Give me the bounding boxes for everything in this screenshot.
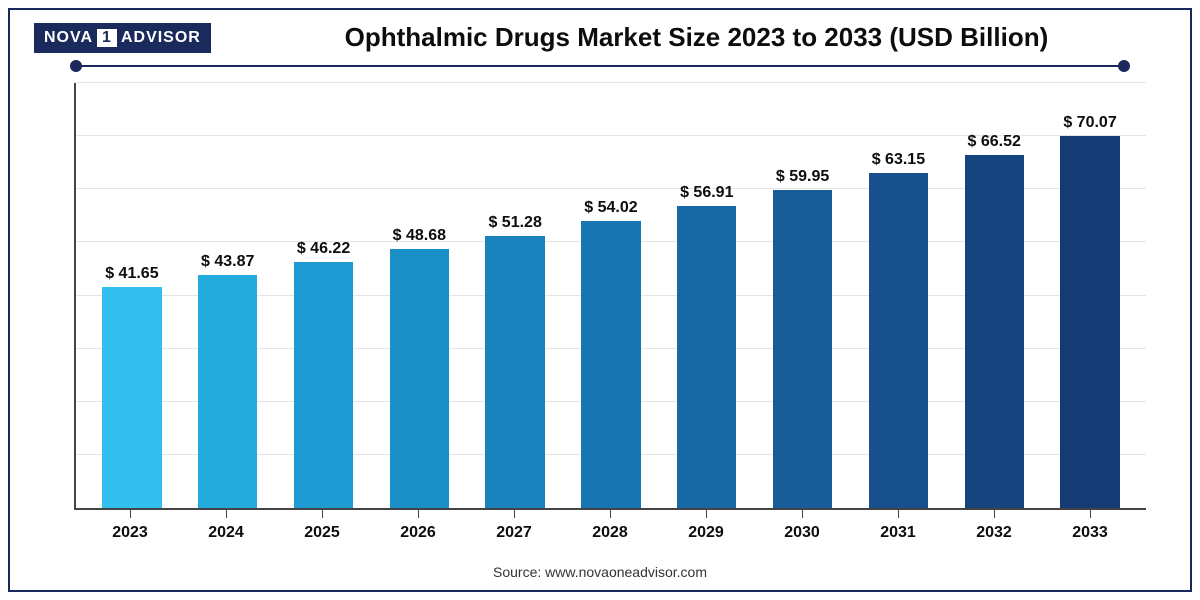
x-tick-mark [418, 510, 419, 518]
x-tick-label: 2032 [976, 524, 1012, 542]
plot-region: $ 41.65 $ 43.87 $ 46.22 $ 48.68 $ 51.28 $ 54.… [74, 83, 1146, 510]
bar-slot: $ 46.22 [276, 83, 372, 508]
x-tick: 2033 [1042, 510, 1138, 560]
x-tick-mark [514, 510, 515, 518]
bar-slot: $ 70.07 [1042, 83, 1138, 508]
bar [1060, 136, 1119, 508]
x-tick-label: 2027 [496, 524, 532, 542]
bar [198, 275, 257, 508]
x-tick: 2029 [658, 510, 754, 560]
x-tick-mark [226, 510, 227, 518]
x-tick-label: 2029 [688, 524, 724, 542]
bar [390, 249, 449, 508]
x-tick-mark [898, 510, 899, 518]
bar-value-label: $ 59.95 [776, 168, 829, 186]
x-tick-label: 2030 [784, 524, 820, 542]
x-tick-mark [610, 510, 611, 518]
source-line: Source: www.novaoneadvisor.com [34, 560, 1166, 582]
bar-value-label: $ 70.07 [1063, 114, 1116, 132]
x-tick-mark [706, 510, 707, 518]
bar [965, 155, 1024, 508]
bar-slot: $ 51.28 [467, 83, 563, 508]
title-divider [74, 59, 1126, 73]
x-tick-mark [130, 510, 131, 518]
x-tick: 2031 [850, 510, 946, 560]
divider-line [74, 65, 1126, 67]
x-tick-label: 2025 [304, 524, 340, 542]
x-tick: 2030 [754, 510, 850, 560]
x-tick: 2032 [946, 510, 1042, 560]
bars-container: $ 41.65 $ 43.87 $ 46.22 $ 48.68 $ 51.28 $ 54.… [76, 83, 1146, 508]
chart-title: Ophthalmic Drugs Market Size 2023 to 203… [227, 22, 1166, 53]
header-row: NOVA 1 ADVISOR Ophthalmic Drugs Market S… [34, 22, 1166, 53]
logo-box-number: 1 [97, 29, 117, 47]
bar-value-label: $ 63.15 [872, 151, 925, 169]
bar-value-label: $ 48.68 [393, 227, 446, 245]
chart-card: NOVA 1 ADVISOR Ophthalmic Drugs Market S… [8, 8, 1192, 592]
bar-slot: $ 56.91 [659, 83, 755, 508]
x-tick: 2025 [274, 510, 370, 560]
logo-text-left: NOVA [44, 29, 93, 47]
bar-value-label: $ 54.02 [584, 199, 637, 217]
bar-value-label: $ 43.87 [201, 253, 254, 271]
bar [869, 173, 928, 508]
bar [677, 206, 736, 508]
x-tick-label: 2031 [880, 524, 916, 542]
x-tick-mark [1090, 510, 1091, 518]
bar-value-label: $ 66.52 [968, 133, 1021, 151]
logo-text-right: ADVISOR [121, 29, 201, 47]
bar [294, 262, 353, 508]
x-axis: 2023 2024 2025 2026 2027 2028 2029 2030 2031 2032… [74, 510, 1146, 560]
x-tick-label: 2024 [208, 524, 244, 542]
bar-slot: $ 48.68 [371, 83, 467, 508]
bar [581, 221, 640, 508]
x-tick-label: 2033 [1072, 524, 1108, 542]
x-tick-mark [994, 510, 995, 518]
bar-slot: $ 59.95 [755, 83, 851, 508]
bar [485, 236, 544, 508]
bar [102, 287, 161, 508]
bar-value-label: $ 41.65 [105, 265, 158, 283]
x-tick: 2026 [370, 510, 466, 560]
x-tick-label: 2023 [112, 524, 148, 542]
x-tick-label: 2028 [592, 524, 628, 542]
bar-slot: $ 54.02 [563, 83, 659, 508]
x-tick: 2027 [466, 510, 562, 560]
x-tick: 2028 [562, 510, 658, 560]
bar-value-label: $ 46.22 [297, 240, 350, 258]
bar-slot: $ 43.87 [180, 83, 276, 508]
chart-area: $ 41.65 $ 43.87 $ 46.22 $ 48.68 $ 51.28 $ 54.… [74, 83, 1146, 560]
x-tick-label: 2026 [400, 524, 436, 542]
divider-dot-right [1118, 60, 1130, 72]
bar-value-label: $ 51.28 [488, 214, 541, 232]
bar-slot: $ 63.15 [851, 83, 947, 508]
brand-logo: NOVA 1 ADVISOR [34, 23, 211, 53]
bar-slot: $ 41.65 [84, 83, 180, 508]
divider-dot-left [70, 60, 82, 72]
bar-value-label: $ 56.91 [680, 184, 733, 202]
x-tick: 2023 [82, 510, 178, 560]
x-tick-mark [322, 510, 323, 518]
x-tick: 2024 [178, 510, 274, 560]
bar [773, 190, 832, 508]
bar-slot: $ 66.52 [946, 83, 1042, 508]
x-tick-mark [802, 510, 803, 518]
